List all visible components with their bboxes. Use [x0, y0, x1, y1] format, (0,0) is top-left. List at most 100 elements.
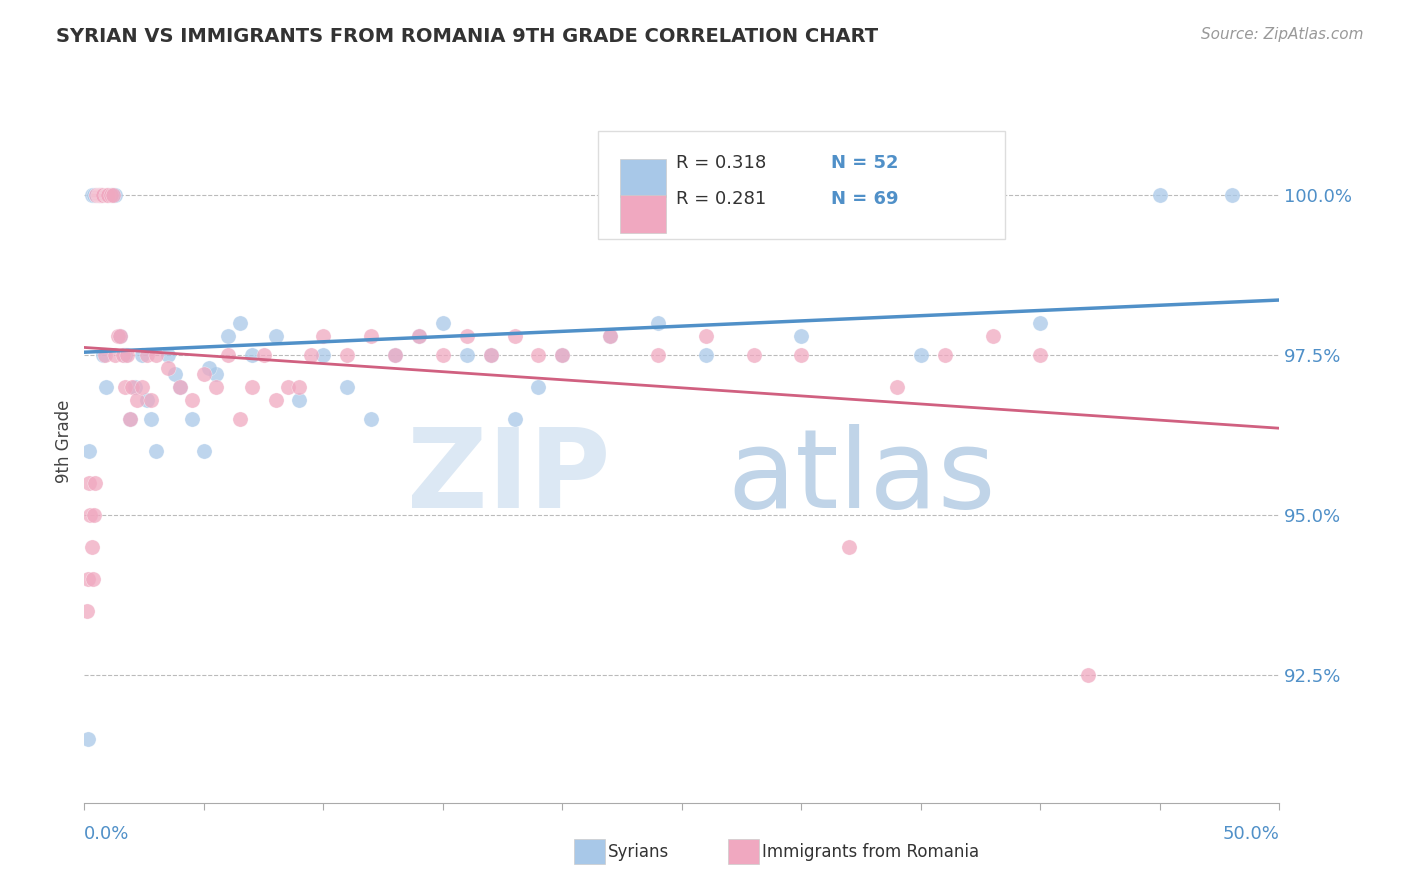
- Text: atlas: atlas: [727, 425, 995, 531]
- Point: [1029, 348, 1052, 362]
- Point: [141, 392, 163, 407]
- Point: [205, 380, 228, 394]
- Point: [790, 348, 813, 362]
- Point: [97, 188, 120, 202]
- Point: [551, 348, 574, 362]
- Point: [131, 348, 153, 362]
- Point: [77, 731, 100, 746]
- Text: SYRIAN VS IMMIGRANTS FROM ROMANIA 9TH GRADE CORRELATION CHART: SYRIAN VS IMMIGRANTS FROM ROMANIA 9TH GR…: [56, 27, 879, 45]
- Point: [277, 380, 299, 394]
- Point: [336, 348, 359, 362]
- Point: [89, 188, 111, 202]
- Point: [479, 348, 502, 362]
- Point: [124, 380, 146, 394]
- Point: [91, 188, 114, 202]
- Text: 0.0%: 0.0%: [84, 825, 129, 843]
- Point: [79, 508, 101, 522]
- Text: 50.0%: 50.0%: [1223, 825, 1279, 843]
- Point: [157, 348, 180, 362]
- Point: [80, 540, 103, 554]
- Point: [527, 380, 550, 394]
- Point: [384, 348, 406, 362]
- Point: [695, 348, 717, 362]
- Point: [117, 348, 139, 362]
- Point: [217, 348, 239, 362]
- Point: [96, 188, 118, 202]
- Point: [229, 412, 252, 426]
- Point: [384, 348, 406, 362]
- Point: [114, 380, 136, 394]
- Point: [83, 188, 105, 202]
- Point: [1149, 188, 1171, 202]
- Point: [135, 392, 157, 407]
- Point: [86, 188, 108, 202]
- Point: [503, 412, 526, 426]
- Point: [1029, 316, 1052, 330]
- Point: [981, 329, 1004, 343]
- Point: [599, 329, 621, 343]
- Point: [647, 348, 669, 362]
- Point: [910, 348, 932, 362]
- Point: [456, 348, 478, 362]
- Point: [408, 329, 430, 343]
- Point: [934, 348, 956, 362]
- Point: [838, 540, 860, 554]
- Point: [90, 188, 112, 202]
- Point: [93, 188, 115, 202]
- Point: [111, 348, 134, 362]
- Point: [118, 412, 141, 426]
- Y-axis label: 9th Grade: 9th Grade: [55, 400, 73, 483]
- Point: [886, 380, 908, 394]
- Text: ZIP: ZIP: [406, 425, 610, 531]
- Point: [169, 380, 191, 394]
- Point: [253, 348, 276, 362]
- Point: [217, 329, 239, 343]
- Point: [336, 380, 359, 394]
- Text: N = 69: N = 69: [831, 191, 898, 209]
- Point: [312, 348, 335, 362]
- Point: [193, 444, 215, 458]
- Point: [408, 329, 430, 343]
- Point: [169, 380, 191, 394]
- Point: [229, 316, 252, 330]
- Point: [790, 329, 813, 343]
- Text: R = 0.318: R = 0.318: [676, 154, 766, 172]
- Point: [110, 329, 132, 343]
- FancyBboxPatch shape: [599, 131, 1005, 239]
- Text: Syrians: Syrians: [607, 843, 669, 861]
- Point: [157, 361, 180, 376]
- Point: [83, 508, 105, 522]
- Text: N = 52: N = 52: [831, 154, 898, 172]
- Point: [87, 188, 110, 202]
- Point: [264, 329, 287, 343]
- Point: [100, 188, 122, 202]
- Point: [1220, 188, 1243, 202]
- Point: [240, 348, 263, 362]
- Point: [360, 329, 382, 343]
- Point: [94, 188, 117, 202]
- Point: [181, 392, 204, 407]
- Point: [104, 188, 127, 202]
- Point: [288, 392, 311, 407]
- Point: [551, 348, 574, 362]
- Point: [479, 348, 502, 362]
- Point: [131, 380, 153, 394]
- Text: Source: ZipAtlas.com: Source: ZipAtlas.com: [1201, 27, 1364, 42]
- Point: [647, 316, 669, 330]
- Text: R = 0.281: R = 0.281: [676, 191, 766, 209]
- Point: [93, 348, 115, 362]
- Point: [77, 572, 100, 586]
- Point: [101, 188, 124, 202]
- Point: [695, 329, 717, 343]
- Point: [82, 572, 104, 586]
- Point: [93, 348, 115, 362]
- Point: [77, 476, 100, 491]
- Point: [87, 188, 110, 202]
- Point: [145, 348, 167, 362]
- Point: [125, 392, 148, 407]
- Point: [84, 476, 107, 491]
- Point: [110, 329, 132, 343]
- Point: [80, 188, 103, 202]
- Point: [114, 348, 136, 362]
- Point: [90, 188, 112, 202]
